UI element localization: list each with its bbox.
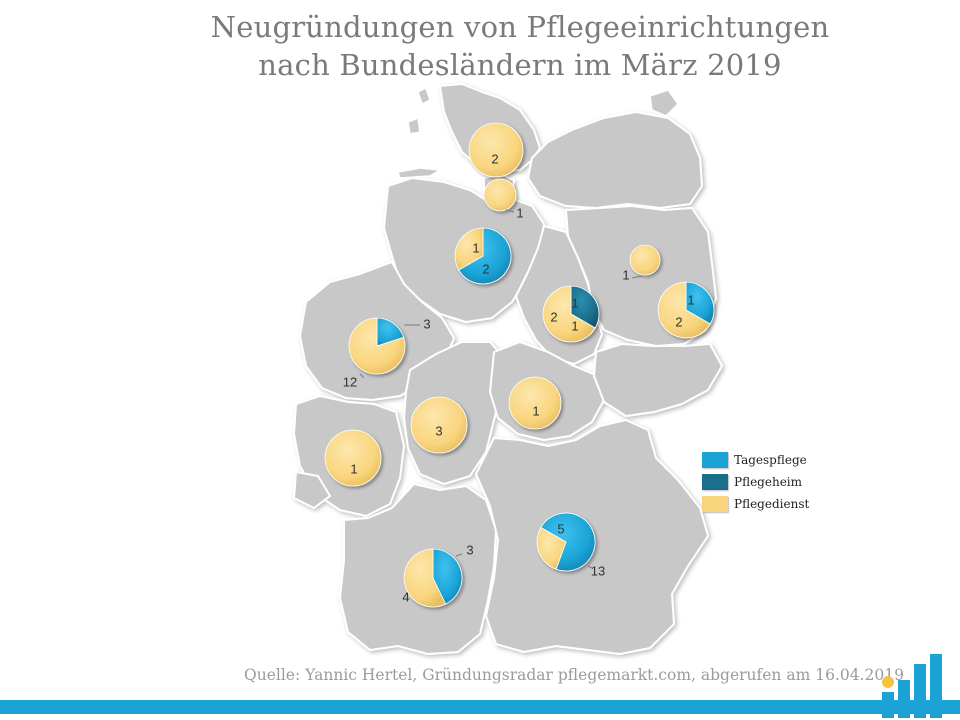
data-label-nordrhein-westfalen-1: 12 <box>343 374 357 389</box>
data-label-sachsen-anhalt-2: 2 <box>550 309 557 324</box>
legend-swatch-pflegeheim <box>702 474 728 490</box>
bottom-bar <box>0 700 960 714</box>
pie-baden-wuerttemberg <box>403 548 463 608</box>
state-sachsen <box>593 343 723 417</box>
pie-slice-schleswig-holstein-pflegedienst <box>468 122 524 178</box>
pie-slice-baden-wuerttemberg-tagespflege <box>432 548 463 605</box>
pie-slice-brandenburg-tagespflege <box>685 281 715 325</box>
legend-label-pflegedienst: Pflegedienst <box>734 497 810 511</box>
state-mecklenburg-vorpommern <box>527 111 703 209</box>
pie-niedersachsen <box>454 227 512 285</box>
chart-title: Neugründungen von Pflegeeinrichtungen na… <box>0 8 960 84</box>
pie-sachsen-anhalt <box>542 285 600 343</box>
pie-slice-niedersachsen-pflegedienst <box>454 227 484 271</box>
pie-slice-nordrhein-westfalen-pflegedienst <box>348 317 406 375</box>
island-ruegen <box>649 89 679 117</box>
pie-slice-rheinland-pfalz-pflegedienst <box>324 429 382 487</box>
data-label-baden-wuerttemberg-0: 3 <box>466 542 473 557</box>
data-label-brandenburg-0: 1 <box>687 292 694 307</box>
leader-line-hamburg-0 <box>505 209 515 213</box>
island-east-frisia <box>397 167 443 179</box>
legend: Tagespflege Pflegeheim Pflegedienst <box>702 449 809 515</box>
legend-swatch-tagespflege <box>702 452 728 468</box>
data-label-rheinland-pfalz-0: 1 <box>350 461 357 476</box>
logo-bar-3 <box>914 664 926 718</box>
pie-slice-berlin-pflegedienst <box>629 244 661 276</box>
data-label-niedersachsen-0: 2 <box>482 261 489 276</box>
leader-line-nordrhein-westfalen-1 <box>359 373 365 379</box>
pie-slice-sachsen-anhalt-pflegeheim <box>570 285 600 329</box>
data-label-baden-wuerttemberg-1: 4 <box>402 589 409 604</box>
source-note: Quelle: Yannic Hertel, Gründungsradar pf… <box>244 666 904 684</box>
legend-item-tagespflege: Tagespflege <box>702 449 809 471</box>
data-label-brandenburg-1: 2 <box>675 314 682 329</box>
island-north-1 <box>417 86 431 106</box>
logo-dot <box>882 676 894 688</box>
pie-slice-hessen-pflegedienst <box>410 396 468 454</box>
logo-bar-4 <box>930 654 942 718</box>
legend-swatch-pflegedienst <box>702 496 728 512</box>
data-label-thueringen-0: 1 <box>532 403 539 418</box>
pie-slice-brandenburg-pflegedienst <box>657 281 711 339</box>
logo-bar-2 <box>898 680 910 718</box>
pie-thueringen <box>508 376 562 430</box>
data-label-sachsen-anhalt-0: 1 <box>571 295 578 310</box>
data-label-berlin-0: 1 <box>622 267 629 282</box>
pie-rheinland-pfalz <box>324 429 382 487</box>
legend-item-pflegedienst: Pflegedienst <box>702 493 809 515</box>
pie-slice-sachsen-anhalt-pflegedienst <box>542 285 596 343</box>
pie-bayern <box>536 512 596 572</box>
pie-schleswig-holstein <box>468 122 524 178</box>
data-label-bayern-0: 13 <box>591 563 605 578</box>
pie-slice-niedersachsen-tagespflege <box>458 227 512 285</box>
pie-slice-bayern-tagespflege <box>540 512 596 572</box>
data-label-schleswig-holstein-0: 2 <box>491 151 498 166</box>
leader-line-bayern-0 <box>587 565 593 569</box>
pie-slice-bayern-pflegedienst <box>536 526 567 570</box>
leader-line-baden-wuerttemberg-0 <box>455 553 463 557</box>
data-label-nordrhein-westfalen-0: 3 <box>423 316 430 331</box>
data-label-hessen-0: 3 <box>435 423 442 438</box>
logo-bar-1 <box>882 692 894 718</box>
pie-brandenburg <box>657 281 715 339</box>
state-saarland <box>293 471 331 509</box>
legend-label-pflegeheim: Pflegeheim <box>734 475 803 489</box>
pie-hessen <box>410 396 468 454</box>
data-label-niedersachsen-1: 1 <box>472 240 479 255</box>
title-line-2: nach Bundesländern im März 2019 <box>258 48 782 82</box>
data-label-bayern-1: 5 <box>557 521 564 536</box>
pie-hamburg <box>483 178 517 212</box>
pie-slice-hamburg-pflegedienst <box>483 178 517 212</box>
legend-label-tagespflege: Tagespflege <box>734 453 807 467</box>
pie-slice-thueringen-pflegedienst <box>508 376 562 430</box>
logo <box>882 654 942 718</box>
island-north-2 <box>407 116 421 135</box>
leader-line-berlin-0 <box>631 275 643 279</box>
pie-berlin <box>629 244 661 276</box>
pie-nordrhein-westfalen <box>348 317 406 375</box>
data-label-hamburg-0: 1 <box>516 205 523 220</box>
legend-item-pflegeheim: Pflegeheim <box>702 471 809 493</box>
pie-slice-baden-wuerttemberg-pflegedienst <box>403 548 447 608</box>
data-label-sachsen-anhalt-1: 1 <box>571 318 578 333</box>
title-line-1: Neugründungen von Pflegeeinrichtungen <box>210 10 830 44</box>
